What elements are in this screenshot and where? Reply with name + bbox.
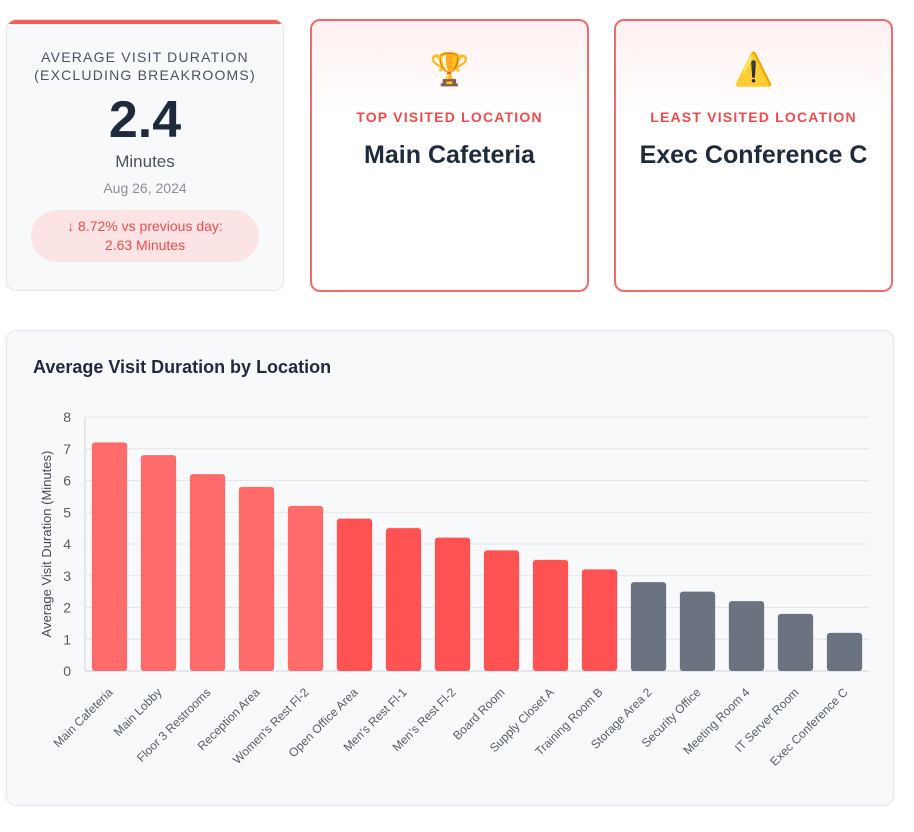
average-duration-label: AVERAGE VISIT DURATION (EXCLUDING BREAKR…: [34, 49, 256, 83]
bar: [630, 582, 667, 671]
y-tick-label: 1: [63, 631, 71, 647]
average-duration-card: AVERAGE VISIT DURATION (EXCLUDING BREAKR…: [6, 19, 284, 291]
chart-card: Average Visit Duration by Location 0 1 2 3 4…: [6, 330, 894, 806]
bar: [336, 518, 373, 671]
y-tick-label: 8: [63, 409, 71, 425]
y-tick-label: 3: [63, 568, 71, 584]
y-tick-label: 6: [63, 473, 71, 489]
least-visited-card: ⚠️ LEAST VISITED LOCATION Exec Conferenc…: [614, 19, 893, 292]
trophy-icon: 🏆: [429, 51, 470, 87]
bar: [91, 442, 128, 671]
top-visited-card: 🏆 TOP VISITED LOCATION Main Cafeteria: [310, 19, 589, 292]
bar: [728, 601, 765, 671]
bar: [679, 591, 716, 671]
y-axis-label: Average Visit Duration (Minutes): [39, 451, 54, 638]
chart-title: Average Visit Duration by Location: [33, 357, 332, 377]
x-tick-label: Main Lobby: [111, 685, 165, 739]
y-tick-label: 7: [63, 441, 71, 457]
bar: [483, 550, 520, 671]
average-duration-date: Aug 26, 2024: [103, 180, 187, 196]
bar: [238, 486, 275, 671]
warning-icon: ⚠️: [733, 51, 774, 87]
average-duration-unit: Minutes: [115, 152, 175, 171]
x-tick-label: Main Cafeteria: [51, 685, 116, 750]
y-tick-label: 0: [63, 663, 71, 679]
average-duration-value: 2.4: [108, 91, 182, 149]
bar: [385, 528, 422, 671]
bar: [581, 569, 618, 671]
least-visited-label: LEAST VISITED LOCATION: [650, 109, 857, 125]
top-visited-label: TOP VISITED LOCATION: [356, 109, 543, 125]
bar: [287, 505, 324, 671]
y-tick-label: 5: [63, 504, 71, 520]
y-tick-label: 4: [63, 536, 71, 552]
bar: [434, 537, 471, 671]
least-visited-name: Exec Conference C: [639, 141, 868, 169]
top-visited-name: Main Cafeteria: [364, 141, 535, 169]
y-tick-label: 2: [63, 600, 71, 616]
bar: [532, 559, 569, 671]
card-accent-bar: [7, 20, 283, 24]
bar: [826, 632, 863, 671]
bar: [189, 474, 226, 671]
change-badge: ↓ 8.72% vs previous day: 2.63 Minutes: [31, 210, 259, 262]
bar-chart: 0 1 2 3 4 5 6 7 8 Average Visit Duration (Minutes…: [39, 409, 869, 769]
bar: [140, 455, 177, 671]
bar: [777, 613, 814, 671]
